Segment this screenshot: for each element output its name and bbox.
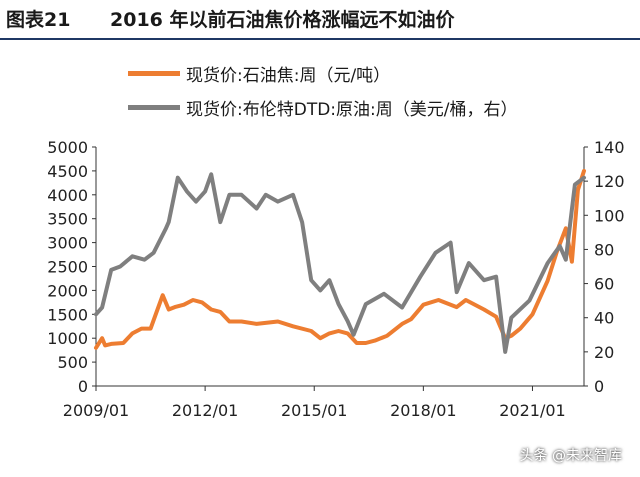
chart-axes: 0500100015002000250030003500400045005000… bbox=[47, 138, 624, 420]
y-right-tick-label: 80 bbox=[594, 240, 614, 259]
y-left-tick-label: 4000 bbox=[47, 186, 88, 205]
y-right-tick-label: 40 bbox=[594, 309, 614, 328]
x-tick-label: 2018/01 bbox=[390, 401, 456, 420]
y-right-tick-label: 100 bbox=[594, 206, 625, 225]
title-bar: 图表21 2016 年以前石油焦价格涨幅远不如油价 bbox=[0, 0, 640, 42]
watermark-text: 头条 @未来智库 bbox=[519, 448, 622, 464]
legend-swatch-petcoke bbox=[128, 70, 180, 76]
legend-item-petcoke: 现货价:石油焦:周（元/吨） bbox=[128, 56, 517, 90]
y-left-tick-label: 4500 bbox=[47, 162, 88, 181]
y-left-tick-label: 3000 bbox=[47, 234, 88, 253]
y-left-tick-label: 2500 bbox=[47, 258, 88, 277]
x-tick-label: 2015/01 bbox=[281, 401, 347, 420]
chart-legend: 现货价:石油焦:周（元/吨） 现货价:布伦特DTD:原油:周（美元/桶，右） bbox=[128, 56, 517, 124]
y-right-tick-label: 120 bbox=[594, 172, 625, 191]
y-left-tick-label: 1500 bbox=[47, 305, 88, 324]
series-line-petcoke bbox=[94, 168, 586, 350]
y-left-tick-label: 0 bbox=[78, 377, 88, 396]
legend-swatch-brent bbox=[128, 104, 180, 110]
legend-label-petcoke: 现货价:石油焦:周（元/吨） bbox=[186, 65, 391, 86]
x-tick-label: 2021/01 bbox=[499, 401, 565, 420]
page-title: 2016 年以前石油焦价格涨幅远不如油价 bbox=[110, 9, 455, 31]
y-left-tick-label: 3500 bbox=[47, 210, 88, 229]
x-tick-label: 2009/01 bbox=[63, 401, 129, 420]
y-left-tick-label: 1000 bbox=[47, 329, 88, 348]
y-left-tick-label: 2000 bbox=[47, 281, 88, 300]
y-right-tick-label: 20 bbox=[594, 343, 614, 362]
y-right-tick-label: 140 bbox=[594, 138, 625, 157]
series-line-brent bbox=[94, 172, 586, 354]
title-divider bbox=[0, 38, 640, 40]
y-right-tick-label: 0 bbox=[594, 377, 604, 396]
x-tick-label: 2012/01 bbox=[172, 401, 238, 420]
y-left-tick-label: 5000 bbox=[47, 138, 88, 157]
legend-label-brent: 现货价:布伦特DTD:原油:周（美元/桶，右） bbox=[186, 99, 518, 120]
y-left-tick-label: 500 bbox=[57, 353, 88, 372]
legend-item-brent: 现货价:布伦特DTD:原油:周（美元/桶，右） bbox=[128, 90, 517, 124]
figure-number: 图表21 bbox=[6, 9, 71, 31]
chart-series bbox=[94, 168, 586, 354]
y-right-tick-label: 60 bbox=[594, 275, 614, 294]
